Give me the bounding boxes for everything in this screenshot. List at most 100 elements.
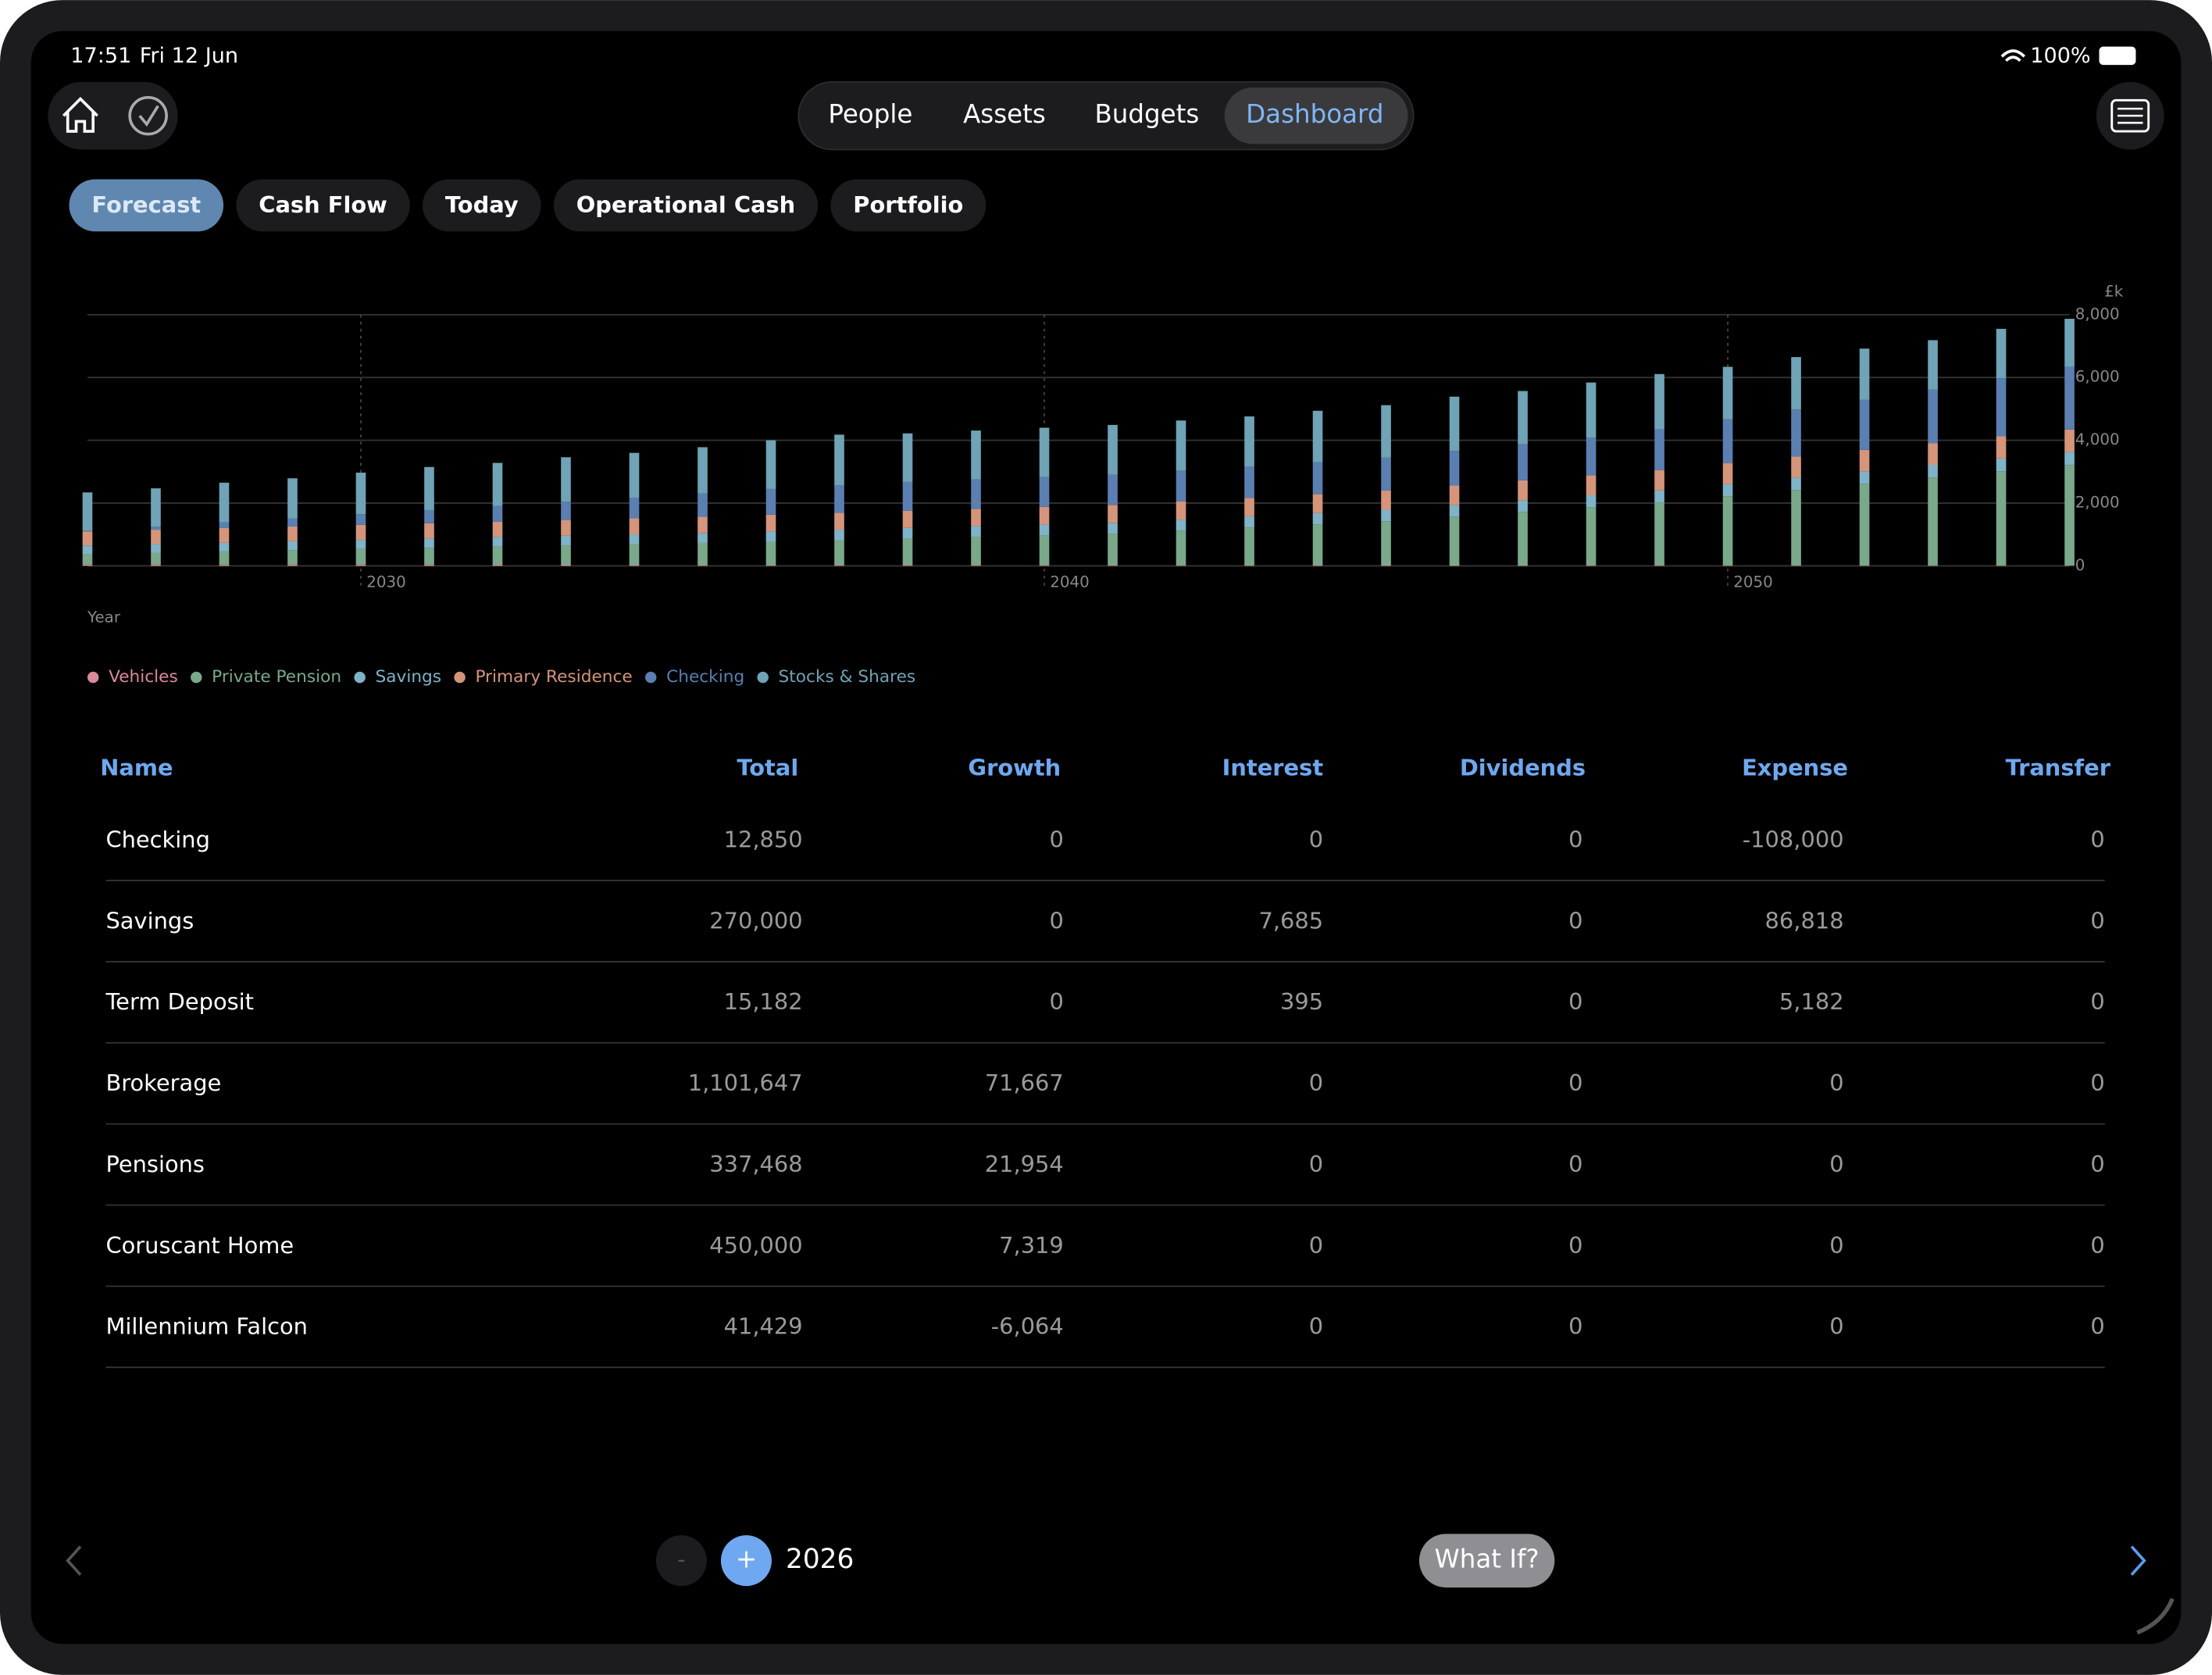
bar-segment xyxy=(697,447,708,494)
minus-label: - xyxy=(677,1546,685,1573)
bar-segment xyxy=(1996,436,2007,459)
status-date: Fri 12 Jun xyxy=(140,44,238,68)
nav-tab[interactable]: Budgets xyxy=(1094,99,1199,129)
minus-button[interactable] xyxy=(655,1535,707,1587)
nav-tab[interactable]: People xyxy=(828,99,912,129)
bar-segment xyxy=(1654,373,1664,430)
bar-segment xyxy=(629,497,640,519)
legend-dot xyxy=(87,671,99,684)
bar-segment xyxy=(1039,506,1050,525)
what-if-button[interactable] xyxy=(1418,1534,1555,1588)
bar-segment xyxy=(492,546,503,565)
legend-dot xyxy=(645,671,657,684)
table-cell: 0 xyxy=(1309,827,1323,853)
bar-segment xyxy=(1381,565,1391,566)
what-if-label[interactable]: What If? xyxy=(1435,1545,1539,1574)
table-cell: 0 xyxy=(1568,827,1582,853)
sub-tab-bg[interactable] xyxy=(423,179,541,232)
sub-tab[interactable]: Portfolio xyxy=(853,191,963,218)
bar-segment xyxy=(1928,340,1938,390)
bar-segment xyxy=(1244,416,1254,467)
sub-tab[interactable]: Forecast xyxy=(91,191,201,218)
bar-segment xyxy=(765,488,776,515)
bar-segment xyxy=(834,529,844,541)
sub-tab-bg[interactable] xyxy=(236,179,410,232)
table-row-name: Pensions xyxy=(105,1151,205,1177)
bar-segment xyxy=(1859,484,1870,566)
prev-arrow[interactable] xyxy=(66,1545,82,1576)
bar-segment xyxy=(1312,410,1323,462)
bar-segment xyxy=(219,542,230,552)
sub-tab-bg[interactable] xyxy=(69,179,224,232)
y-tick-label: 8,000 xyxy=(2075,305,2120,323)
sub-tab[interactable]: Cash Flow xyxy=(259,191,387,218)
sub-tab[interactable]: Operational Cash xyxy=(576,191,795,218)
table-cell: 0 xyxy=(1568,988,1582,1015)
bar-segment xyxy=(355,524,366,541)
bar-segment xyxy=(151,544,161,553)
bar-segment xyxy=(629,518,640,535)
bar-segment xyxy=(1586,382,1597,438)
sub-tab-bg[interactable] xyxy=(553,179,819,232)
table-cell: 71,667 xyxy=(985,1070,1064,1096)
bar-segment xyxy=(1312,565,1323,566)
x-tick-label: 2030 xyxy=(366,573,406,591)
table-header: Dividends xyxy=(1460,754,1586,780)
bar-segment xyxy=(561,535,571,546)
bar-segment xyxy=(971,430,981,480)
bar-segment xyxy=(82,545,93,555)
bar-segment xyxy=(1791,490,1801,566)
bar-segment xyxy=(2064,429,2075,452)
bar-segment xyxy=(1654,490,1664,503)
table-cell: 337,468 xyxy=(709,1151,802,1177)
bar-segment xyxy=(1312,494,1323,513)
bar-segment xyxy=(492,537,503,547)
home-icon[interactable] xyxy=(62,96,98,133)
bar-segment xyxy=(151,488,161,527)
bar-segment xyxy=(697,516,708,534)
legend-dot xyxy=(757,671,769,684)
nav-tab[interactable]: Assets xyxy=(963,99,1046,129)
bar-segment xyxy=(697,533,708,543)
legend-label: Checking xyxy=(666,667,744,687)
legend-label: Primary Residence xyxy=(475,667,632,687)
bar-segment xyxy=(902,481,913,511)
table-cell: 0 xyxy=(1568,1313,1582,1340)
y-tick-label: 2,000 xyxy=(2075,493,2120,511)
bar-segment xyxy=(1518,512,1528,566)
bar-segment xyxy=(1244,527,1254,566)
sub-tab[interactable]: Today xyxy=(445,191,519,218)
table-cell: 450,000 xyxy=(709,1232,802,1259)
bar-segment xyxy=(834,565,844,566)
bar-segment xyxy=(1859,471,1870,484)
bar-segment xyxy=(561,502,571,520)
bar-segment xyxy=(1586,495,1597,508)
bar-segment xyxy=(902,433,913,482)
bar-segment xyxy=(2064,452,2075,466)
sub-tab-bg[interactable] xyxy=(830,179,986,232)
bar-segment xyxy=(492,505,503,522)
check-icon[interactable] xyxy=(128,95,168,136)
bar-segment xyxy=(1176,420,1186,471)
bar-segment xyxy=(1996,471,2007,566)
bar-segment xyxy=(1312,512,1323,525)
x-tick-label: 2050 xyxy=(1733,573,1773,591)
bar-segment xyxy=(287,550,298,565)
bar-segment xyxy=(1586,475,1597,495)
bar-segment xyxy=(765,440,776,489)
bar-segment xyxy=(1449,396,1460,452)
bar-segment xyxy=(424,523,434,539)
bar-segment xyxy=(1722,366,1733,420)
bar-segment xyxy=(834,434,844,486)
bar-segment xyxy=(561,457,571,502)
nav-tab[interactable]: Dashboard xyxy=(1246,99,1383,129)
table-header: Total xyxy=(737,754,798,780)
bar-segment xyxy=(1928,389,1938,444)
plus-button[interactable] xyxy=(720,1535,772,1587)
table-cell: 1,101,647 xyxy=(688,1070,803,1096)
table-row-name: Coruscant Home xyxy=(105,1232,294,1259)
next-arrow[interactable] xyxy=(2130,1545,2146,1576)
bar-segment xyxy=(1791,357,1801,410)
bar-segment xyxy=(629,544,640,566)
